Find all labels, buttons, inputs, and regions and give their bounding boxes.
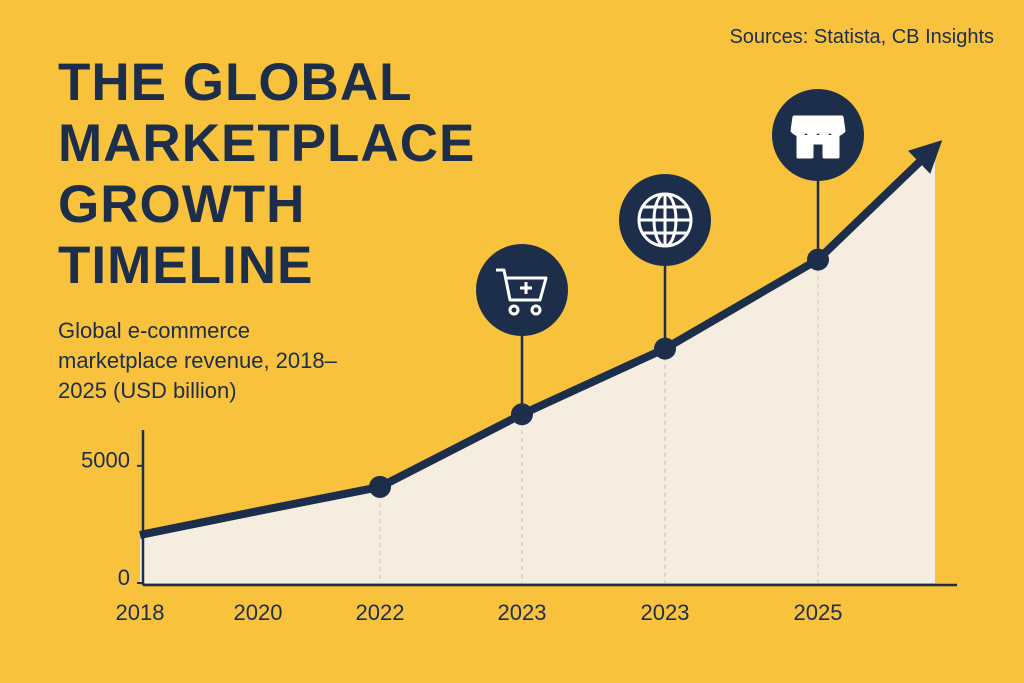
area bbox=[140, 147, 935, 583]
globe-icon bbox=[637, 192, 693, 248]
chart-subtitle: Global e-commerce marketplace revenue, 2… bbox=[58, 318, 337, 403]
cart-body bbox=[496, 268, 548, 302]
y-tick-label: 0 bbox=[118, 565, 130, 590]
globe-lines bbox=[639, 194, 691, 246]
x-tick-label: 2018 bbox=[116, 600, 165, 625]
cart-wheel bbox=[508, 304, 520, 316]
chart-title: THE GLOBAL MARKETPLACE GROWTH TIMELINE bbox=[58, 53, 476, 295]
icon-badge bbox=[476, 244, 568, 336]
x-tick-label: 2025 bbox=[794, 600, 843, 625]
cart-icon bbox=[496, 268, 548, 316]
x-tick-label: 2020 bbox=[234, 600, 283, 625]
point-marker bbox=[369, 475, 391, 498]
x-tick-label: 2022 bbox=[356, 600, 405, 625]
x-tick-label: 2023 bbox=[641, 600, 690, 625]
y-tick-label: 5000 bbox=[81, 448, 130, 473]
store-icon bbox=[790, 115, 846, 159]
store-body bbox=[796, 135, 840, 159]
arrowhead bbox=[908, 140, 943, 174]
cart-wheel bbox=[530, 304, 542, 316]
source-note: Sources: Statista, CB Insights bbox=[729, 26, 994, 48]
store-roof bbox=[790, 115, 846, 137]
cart-plus bbox=[520, 282, 532, 294]
x-tick-label: 2023 bbox=[498, 600, 547, 625]
